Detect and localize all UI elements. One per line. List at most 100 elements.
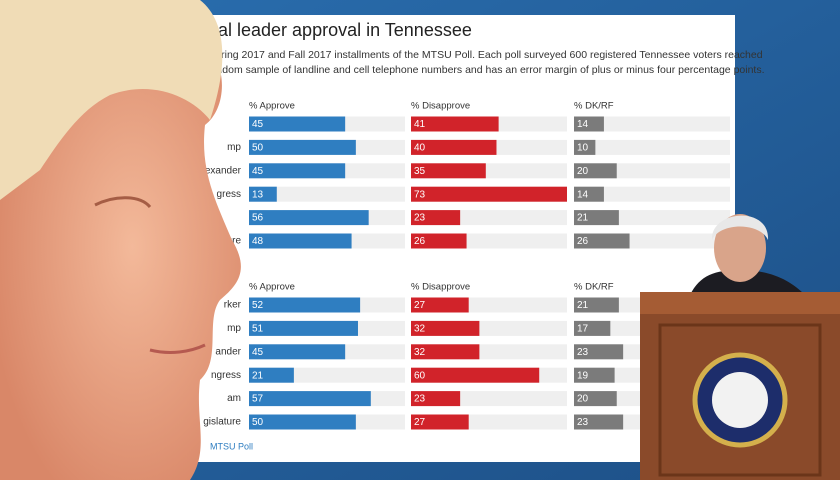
value-label: 35 [414, 166, 426, 177]
value-label: 14 [577, 189, 589, 200]
column-header: % DK/RF [574, 282, 614, 293]
bar [249, 186, 277, 202]
value-label: 17 [577, 324, 589, 335]
mouth [149, 343, 206, 354]
bar [574, 344, 624, 360]
bar [574, 116, 604, 132]
bar [574, 139, 596, 155]
value-label: 45 [252, 347, 264, 358]
suit [690, 270, 805, 295]
title: ical leader approval in Tennessee [205, 20, 472, 40]
value-label: 32 [414, 324, 426, 335]
value-label: 23 [414, 394, 426, 405]
bar [574, 233, 630, 249]
row-label: mp [227, 323, 241, 334]
column-header: % DK/RF [574, 101, 614, 112]
value-label: 19 [577, 370, 589, 381]
column-header: % Approve [249, 101, 295, 112]
bar [411, 391, 461, 407]
value-label: 20 [577, 166, 589, 177]
value-label: 45 [252, 119, 264, 130]
row-label: rker [224, 300, 242, 311]
row-label: mp [227, 142, 241, 153]
value-label: 23 [414, 213, 426, 224]
value-label: 32 [414, 347, 426, 358]
bar [574, 186, 604, 202]
bar [249, 320, 358, 336]
value-label: 41 [414, 119, 426, 130]
value-label: 45 [252, 166, 264, 177]
column-header: % Approve [249, 282, 295, 293]
hair [0, 0, 223, 200]
bar-track [574, 139, 730, 155]
head [714, 214, 766, 282]
bar-track [249, 186, 405, 202]
bar [411, 414, 469, 430]
hair [711, 215, 769, 240]
row-label: ander [215, 346, 241, 357]
bar [249, 367, 294, 383]
row-label: ure [227, 236, 242, 247]
bar [249, 414, 356, 430]
value-label: 26 [414, 236, 426, 247]
source: MTSU Poll [210, 441, 253, 451]
bar [249, 116, 346, 132]
value-label: 48 [252, 236, 264, 247]
column-header: % Disapprove [411, 282, 470, 293]
bar [249, 163, 346, 179]
value-label: 23 [577, 347, 589, 358]
seal-center [712, 372, 768, 428]
bar [411, 320, 480, 336]
bar [249, 297, 361, 313]
bar [574, 297, 619, 313]
bar [411, 344, 480, 360]
value-label: 21 [577, 213, 589, 224]
eye [94, 196, 152, 209]
value-label: 51 [252, 324, 264, 335]
bar [249, 210, 369, 226]
bar [411, 163, 486, 179]
value-label: 40 [414, 143, 426, 154]
value-label: 21 [577, 300, 589, 311]
row-label: ngress [211, 370, 241, 381]
bar [574, 163, 617, 179]
bar [249, 139, 356, 155]
value-label: 50 [252, 417, 264, 428]
bar [249, 391, 371, 407]
value-label: 21 [252, 370, 264, 381]
subtitle: via a random sample of landline and cell… [182, 64, 765, 76]
value-label: 27 [414, 300, 426, 311]
value-label: 14 [577, 119, 589, 130]
bar [411, 186, 567, 202]
value-label: 50 [252, 143, 264, 154]
row-label: gress [217, 189, 241, 200]
podium-panel [658, 323, 822, 477]
subtitle: n the Spring 2017 and Fall 2017 installm… [182, 49, 763, 61]
value-label: 13 [252, 189, 264, 200]
podium-top [640, 292, 840, 314]
row-label: gislature [203, 417, 241, 428]
bar [574, 414, 624, 430]
value-label: 57 [252, 394, 264, 405]
bar [574, 367, 615, 383]
value-label: 10 [577, 143, 589, 154]
bar [411, 297, 469, 313]
value-label: 23 [577, 417, 589, 428]
bar [574, 320, 611, 336]
value-label: 52 [252, 300, 264, 311]
bar-track [574, 186, 730, 202]
bar [574, 391, 617, 407]
value-label: 73 [414, 189, 426, 200]
bar [574, 210, 619, 226]
bar [411, 367, 540, 383]
value-label: 26 [577, 236, 589, 247]
bar [411, 116, 499, 132]
value-label: 20 [577, 394, 589, 405]
column-header: % Disapprove [411, 101, 470, 112]
bar [411, 139, 497, 155]
bar-track [574, 116, 730, 132]
bar [249, 233, 352, 249]
row-label: exander [205, 165, 242, 176]
